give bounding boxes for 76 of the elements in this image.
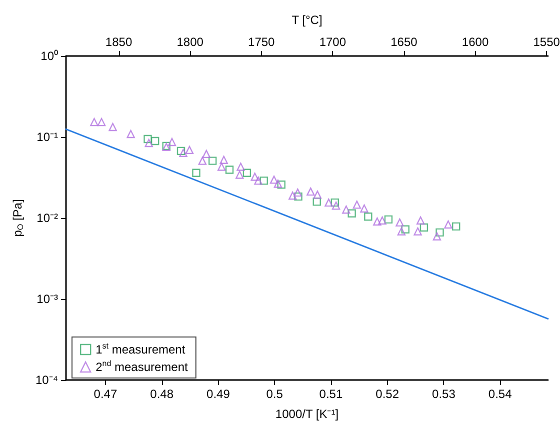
x2-tick-label: 1750: [248, 35, 276, 49]
point: [342, 205, 350, 214]
point: [126, 130, 135, 138]
x-tick-label: 0.54: [488, 387, 512, 401]
point: [420, 223, 428, 232]
x-tick-label: 0.49: [206, 387, 230, 401]
point: [397, 227, 406, 236]
point: [384, 215, 393, 224]
point: [198, 156, 207, 165]
point: [225, 166, 234, 174]
point: [401, 225, 410, 234]
x-tick-label: 0.52: [376, 387, 400, 401]
x2-tick-label: 1600: [462, 35, 489, 49]
x-tick-label: 0.5: [266, 387, 284, 401]
point: [444, 220, 452, 229]
y-axis-title: pO [Pa]: [10, 199, 26, 237]
point: [108, 122, 117, 132]
y-tick-label: 10⁰: [40, 49, 58, 63]
point: [306, 187, 315, 196]
x-axis-title: 1000/T [K⁻¹]: [275, 407, 339, 421]
point: [220, 156, 228, 164]
point: [150, 136, 160, 146]
point: [396, 218, 404, 227]
point: [185, 146, 194, 154]
point: [270, 176, 278, 184]
x2-tick-label: 1800: [176, 35, 204, 49]
point: [168, 138, 176, 146]
point: [144, 134, 152, 144]
point: [97, 118, 106, 126]
point: [288, 192, 297, 200]
point: [217, 162, 226, 171]
point: [452, 222, 460, 231]
point: [274, 180, 282, 188]
point: [432, 232, 442, 240]
point: [373, 217, 382, 226]
x2-tick-label: 1550: [533, 35, 560, 49]
point: [360, 204, 368, 213]
y-tick-label: 10⁻²: [36, 211, 58, 225]
x2-tick-label: 1650: [390, 35, 418, 49]
x-tick-label: 0.51: [319, 387, 343, 401]
y-tick-label: 10⁻⁴: [35, 373, 58, 387]
point: [364, 212, 372, 221]
x2-tick-label: 1850: [105, 35, 132, 49]
x-tick-label: 0.48: [150, 387, 174, 401]
point: [236, 162, 245, 171]
point: [90, 118, 98, 126]
x2-tick-label: 1700: [319, 35, 346, 49]
point: [313, 190, 322, 199]
point: [260, 176, 268, 185]
point: [378, 216, 386, 225]
point: [236, 170, 244, 179]
point: [294, 188, 302, 197]
x-tick-label: 0.47: [94, 387, 118, 401]
point: [416, 216, 425, 225]
x2-axis-title: T [°C]: [292, 13, 322, 27]
point: [202, 150, 210, 158]
point: [208, 156, 217, 165]
point: [348, 209, 356, 218]
point: [254, 176, 262, 185]
point: [332, 202, 340, 210]
point: [176, 146, 186, 156]
point: [179, 148, 188, 157]
point: [330, 198, 340, 207]
point: [324, 198, 333, 207]
x-tick-label: 0.53: [432, 387, 456, 401]
point: [192, 168, 200, 177]
point: [294, 192, 302, 201]
point: [352, 200, 361, 209]
point: [144, 138, 153, 148]
point: [242, 168, 252, 177]
y-tick-label: 10⁻¹: [36, 130, 58, 144]
point: [414, 227, 422, 236]
point: [436, 228, 444, 237]
point: [250, 172, 259, 181]
point: [277, 180, 286, 189]
y-tick-label: 10⁻³: [36, 292, 58, 306]
